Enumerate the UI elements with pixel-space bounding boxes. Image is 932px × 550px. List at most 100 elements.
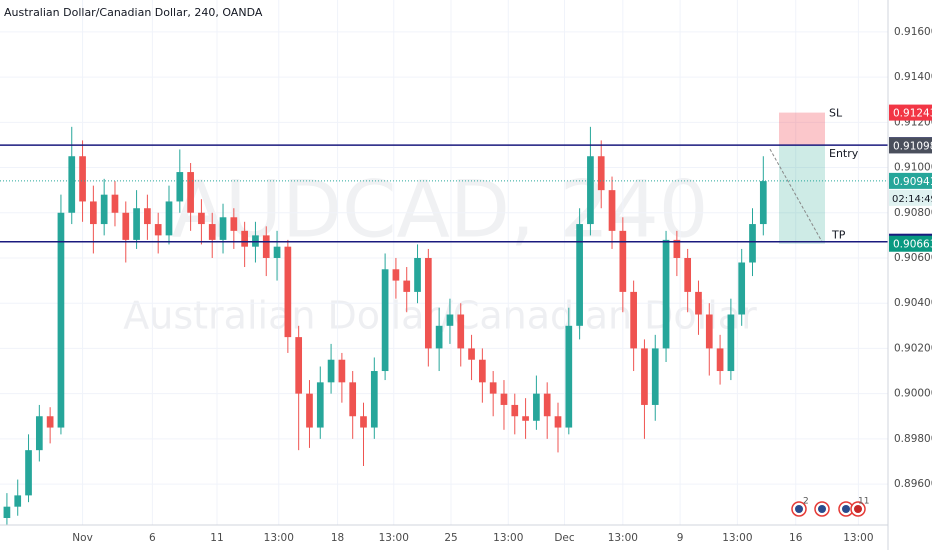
candle-body — [230, 217, 238, 231]
candle-body — [522, 416, 529, 421]
stop-price-tag-bg — [889, 104, 932, 121]
target-price-tag: 0.90663 — [893, 239, 932, 251]
sl-label: SL — [829, 107, 843, 120]
candle-body — [273, 246, 281, 258]
candle-body — [14, 495, 22, 507]
candle-body — [479, 359, 486, 383]
candle-body — [327, 359, 335, 383]
candle-body — [360, 416, 367, 428]
x-tick-label: 13:00 — [722, 532, 752, 544]
candle-body — [241, 230, 248, 247]
x-tick-label: 13:00 — [843, 532, 873, 544]
countdown: 02:14:49 — [892, 194, 932, 205]
candle-body — [641, 348, 648, 405]
candle-body — [489, 382, 497, 394]
target-zone — [779, 145, 825, 244]
candle-body — [338, 359, 346, 383]
candle-body — [3, 506, 11, 518]
candle-body — [381, 269, 389, 372]
candle-body — [262, 235, 270, 258]
candle-body — [608, 190, 616, 231]
candle-body — [662, 239, 670, 349]
candle-body — [511, 404, 519, 417]
price-tag: 0.91098 — [893, 140, 932, 152]
candle-body — [165, 201, 173, 236]
candle-body — [597, 156, 605, 191]
x-tick-label: 16 — [789, 532, 803, 544]
price-tag-bg — [889, 137, 932, 154]
candle-body — [57, 212, 65, 428]
candle-body — [684, 257, 692, 292]
candle-body — [111, 194, 119, 213]
candle-body — [79, 156, 86, 202]
candle-body — [284, 246, 292, 338]
x-tick-label: 13:00 — [608, 532, 638, 544]
overlays: SL Entry TP — [0, 107, 888, 244]
candle-body — [295, 337, 303, 394]
candle-body — [705, 314, 713, 349]
candle-body — [619, 230, 627, 292]
x-tick-label: 13:00 — [493, 532, 523, 544]
candle-body — [738, 262, 746, 315]
candle-body — [35, 416, 43, 451]
candle-body — [759, 181, 767, 225]
event-flag — [818, 505, 826, 513]
candle-body — [133, 208, 140, 240]
candle-body — [554, 416, 562, 428]
x-tick-label: Dec — [554, 532, 575, 544]
candle-body — [468, 348, 475, 360]
candle-body — [349, 382, 357, 417]
x-tick-label: 11 — [210, 532, 223, 544]
candle-body — [543, 393, 551, 417]
candle-body — [630, 291, 637, 349]
candle-body — [100, 194, 108, 225]
candle-body — [576, 224, 583, 326]
candle-body — [198, 212, 205, 225]
event-flag — [854, 505, 862, 513]
countdown-bg — [889, 189, 932, 206]
candle-body — [122, 212, 130, 240]
candle-body — [446, 314, 454, 326]
last-price-tag-bg — [889, 172, 932, 189]
target-price-tag-bg — [889, 235, 932, 252]
last-price-tag: 0.90941 — [893, 176, 932, 188]
candles — [3, 126, 767, 525]
candle-body — [90, 201, 97, 225]
x-tick-label: 13:00 — [379, 532, 409, 544]
candle-body — [154, 224, 162, 236]
x-tick-label: Nov — [72, 532, 93, 544]
candle-body — [144, 208, 151, 225]
candle-body — [435, 325, 443, 349]
event-count: 2 — [803, 497, 809, 507]
candle-body — [25, 450, 32, 496]
event-flag — [795, 505, 803, 513]
candle-body — [424, 257, 432, 349]
candle-body — [392, 269, 400, 281]
x-tick-label: 13:00 — [264, 532, 294, 544]
candle-body — [716, 348, 724, 372]
event-flag — [842, 505, 850, 513]
candle-body — [370, 371, 378, 428]
candle-body — [457, 314, 465, 349]
candle-body — [651, 348, 659, 405]
x-tick-label: 6 — [149, 532, 156, 544]
candle-body — [306, 393, 313, 428]
candle-body — [46, 416, 54, 428]
candle-body — [208, 224, 216, 240]
position-arrow — [769, 148, 823, 242]
entry-label: Entry — [829, 147, 859, 160]
y-tick-label: 0.89600 — [894, 478, 932, 490]
candle-body — [727, 314, 735, 372]
candle-body — [749, 224, 756, 263]
candle-body — [673, 239, 681, 258]
candle-body — [533, 393, 540, 421]
